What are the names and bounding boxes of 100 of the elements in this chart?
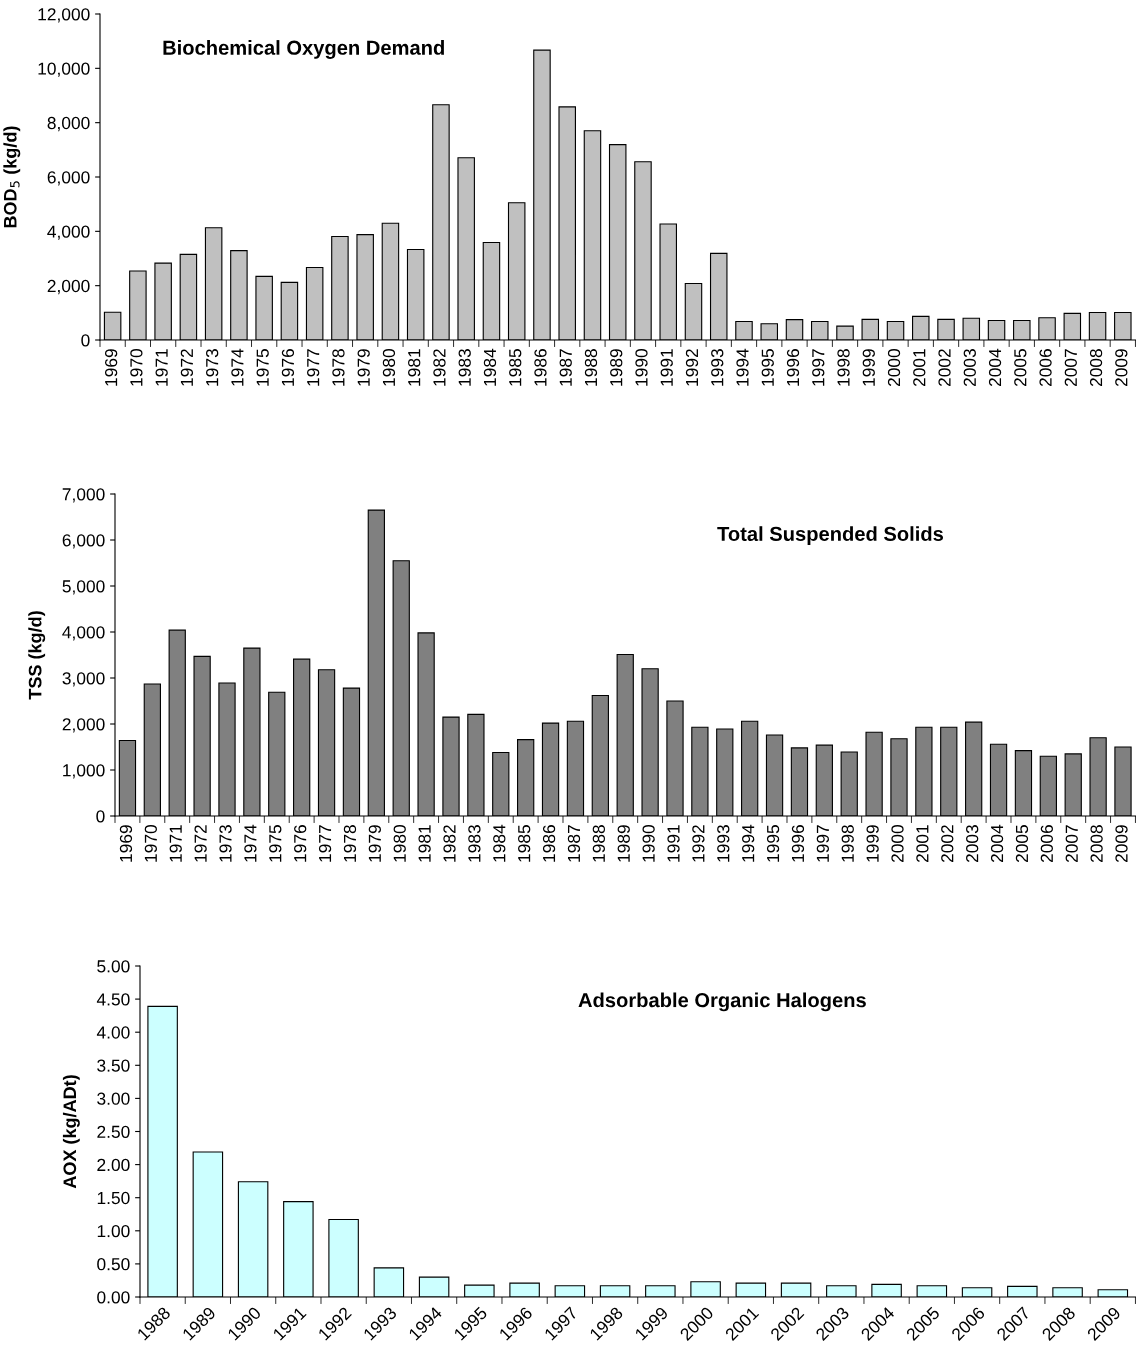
y-tick-label: 0 bbox=[81, 334, 90, 347]
y-tick-label: 0 bbox=[96, 810, 105, 823]
x-tick-label: 1996 bbox=[791, 825, 805, 862]
x-tick-label: 2006 bbox=[1040, 825, 1053, 863]
x-tick-label: 1978 bbox=[332, 349, 345, 386]
x-tick-label: 1995 bbox=[761, 349, 774, 386]
x-tick-label: 2003 bbox=[963, 349, 976, 387]
x-tick-label: 2009 bbox=[1115, 349, 1128, 387]
x-tick-label: 1999 bbox=[862, 349, 875, 386]
x-tick-label: 1994 bbox=[736, 348, 749, 386]
x-tick-label: 1973 bbox=[206, 349, 219, 386]
x-tick-label: 1979 bbox=[357, 349, 370, 386]
x-tick-label: 2008 bbox=[1089, 349, 1103, 387]
x-tick-label: 1969 bbox=[104, 349, 118, 386]
x-tick-label: 1999 bbox=[866, 825, 879, 862]
x-tick-label: 2001 bbox=[916, 825, 929, 863]
text: Total Suspended Solids bbox=[717, 526, 944, 545]
x-tick-label: 1970 bbox=[130, 349, 143, 386]
x-tick-label: 1982 bbox=[433, 349, 446, 386]
y-tick-label: 6,000 bbox=[47, 171, 90, 186]
x-tick-label: 1988 bbox=[592, 825, 605, 862]
y-tick-label: 0.00 bbox=[97, 1291, 130, 1304]
text: Biochemical Oxygen Demand bbox=[163, 40, 444, 59]
x-tick-label: 1991 bbox=[660, 349, 673, 386]
y-tick-label: 2,000 bbox=[62, 718, 105, 733]
x-tick-label: 1980 bbox=[393, 825, 406, 862]
y-tick-label: 1,000 bbox=[63, 764, 105, 779]
x-tick-label: 1982 bbox=[443, 825, 456, 862]
x-tick-label: 2002 bbox=[941, 825, 954, 863]
x-tick-label: 1977 bbox=[307, 349, 320, 386]
x-tick-label: 1989 bbox=[617, 825, 630, 862]
x-tick-label: 1981 bbox=[408, 349, 421, 386]
x-tick-label: 2000 bbox=[891, 825, 904, 863]
y-tick-label: 6,000 bbox=[62, 534, 105, 549]
x-tick-label: 1985 bbox=[509, 349, 522, 386]
x-tick-label: 1974 bbox=[244, 824, 257, 862]
y-tick-label: 1.50 bbox=[97, 1191, 130, 1205]
x-tick-label: 2007 bbox=[1064, 349, 1077, 387]
x-tick-label: 1986 bbox=[542, 825, 556, 862]
x-tick-label: 1974 bbox=[231, 348, 244, 386]
x-tick-label: 2008 bbox=[1090, 825, 1103, 863]
x-tick-label: 2002 bbox=[938, 349, 951, 387]
x-tick-label: 2000 bbox=[887, 349, 901, 387]
x-tick-label: 1971 bbox=[155, 349, 168, 386]
y-tick-label: 2.00 bbox=[97, 1158, 130, 1172]
x-tick-label: 2001 bbox=[913, 349, 926, 387]
x-tick-label: 1998 bbox=[837, 349, 850, 386]
y-tick-label: 1.00 bbox=[97, 1224, 130, 1238]
y-tick-label: 10,000 bbox=[38, 62, 90, 77]
y-tick-label: 8,000 bbox=[47, 116, 90, 132]
y-tick-label: 0.50 bbox=[97, 1258, 130, 1271]
x-tick-label: 1977 bbox=[318, 825, 332, 862]
y-tick-label: 12,000 bbox=[38, 8, 90, 23]
x-tick-label: 1972 bbox=[194, 825, 207, 862]
x-tick-label: 1973 bbox=[219, 825, 232, 862]
y-tick-label: 3,000 bbox=[62, 672, 105, 687]
y-tick-label: 4.00 bbox=[96, 1026, 130, 1039]
x-tick-label: 1978 bbox=[343, 825, 357, 862]
x-tick-label: 1998 bbox=[841, 825, 854, 862]
x-tick-label: 1994 bbox=[742, 824, 755, 862]
x-tick-label: 1990 bbox=[635, 349, 648, 386]
x-tick-label: 1992 bbox=[685, 349, 699, 386]
x-tick-label: 2004 bbox=[988, 348, 1002, 387]
y-tick-label: 5,000 bbox=[62, 580, 105, 595]
x-tick-label: 1992 bbox=[692, 825, 705, 862]
y-tick-label: 2.50 bbox=[97, 1125, 130, 1138]
y-axis-title: AOX (kg/ADt) bbox=[62, 1075, 80, 1189]
text: Adsorbable Organic Halogens bbox=[578, 992, 866, 1012]
x-tick-label: 1984 bbox=[483, 348, 497, 386]
x-tick-label: 1975 bbox=[256, 349, 269, 386]
x-tick-label: 1993 bbox=[717, 825, 730, 862]
x-tick-label: 1986 bbox=[534, 349, 547, 386]
x-tick-label: 1988 bbox=[584, 349, 598, 386]
y-tick-label: 5.00 bbox=[97, 960, 130, 973]
x-tick-label: 1983 bbox=[458, 349, 471, 386]
x-tick-label: 2009 bbox=[1115, 825, 1128, 863]
x-tick-label: 1976 bbox=[281, 349, 295, 386]
x-tick-label: 1993 bbox=[711, 349, 724, 386]
x-tick-label: 2007 bbox=[1065, 825, 1078, 863]
x-tick-label: 2005 bbox=[1014, 349, 1027, 387]
x-tick-label: 1989 bbox=[610, 349, 623, 386]
y-tick-label: 4,000 bbox=[62, 626, 105, 641]
x-tick-label: 1983 bbox=[468, 825, 481, 862]
y-tick-label: 2,000 bbox=[47, 279, 90, 295]
x-tick-label: 1969 bbox=[119, 825, 133, 862]
y-tick-label: 3.00 bbox=[97, 1092, 130, 1105]
x-tick-label: 2003 bbox=[966, 825, 979, 863]
x-tick-label: 2005 bbox=[1015, 825, 1029, 863]
x-tick-label: 1984 bbox=[493, 824, 506, 862]
x-tick-label: 1987 bbox=[559, 349, 572, 386]
x-tick-label: 1996 bbox=[786, 349, 800, 386]
x-tick-label: 1971 bbox=[169, 825, 182, 862]
x-tick-label: 1987 bbox=[567, 825, 581, 862]
y-tick-label: 7,000 bbox=[62, 488, 105, 503]
y-tick-label: 4.50 bbox=[96, 993, 130, 1006]
x-tick-label: 1979 bbox=[368, 825, 381, 862]
y-axis-title: BOD$_{5}$ (kg/d) bbox=[3, 126, 21, 228]
x-tick-label: 1981 bbox=[418, 825, 431, 862]
y-axis-title: TSS (kg/d) bbox=[28, 611, 46, 700]
x-tick-label: 1976 bbox=[294, 825, 307, 862]
